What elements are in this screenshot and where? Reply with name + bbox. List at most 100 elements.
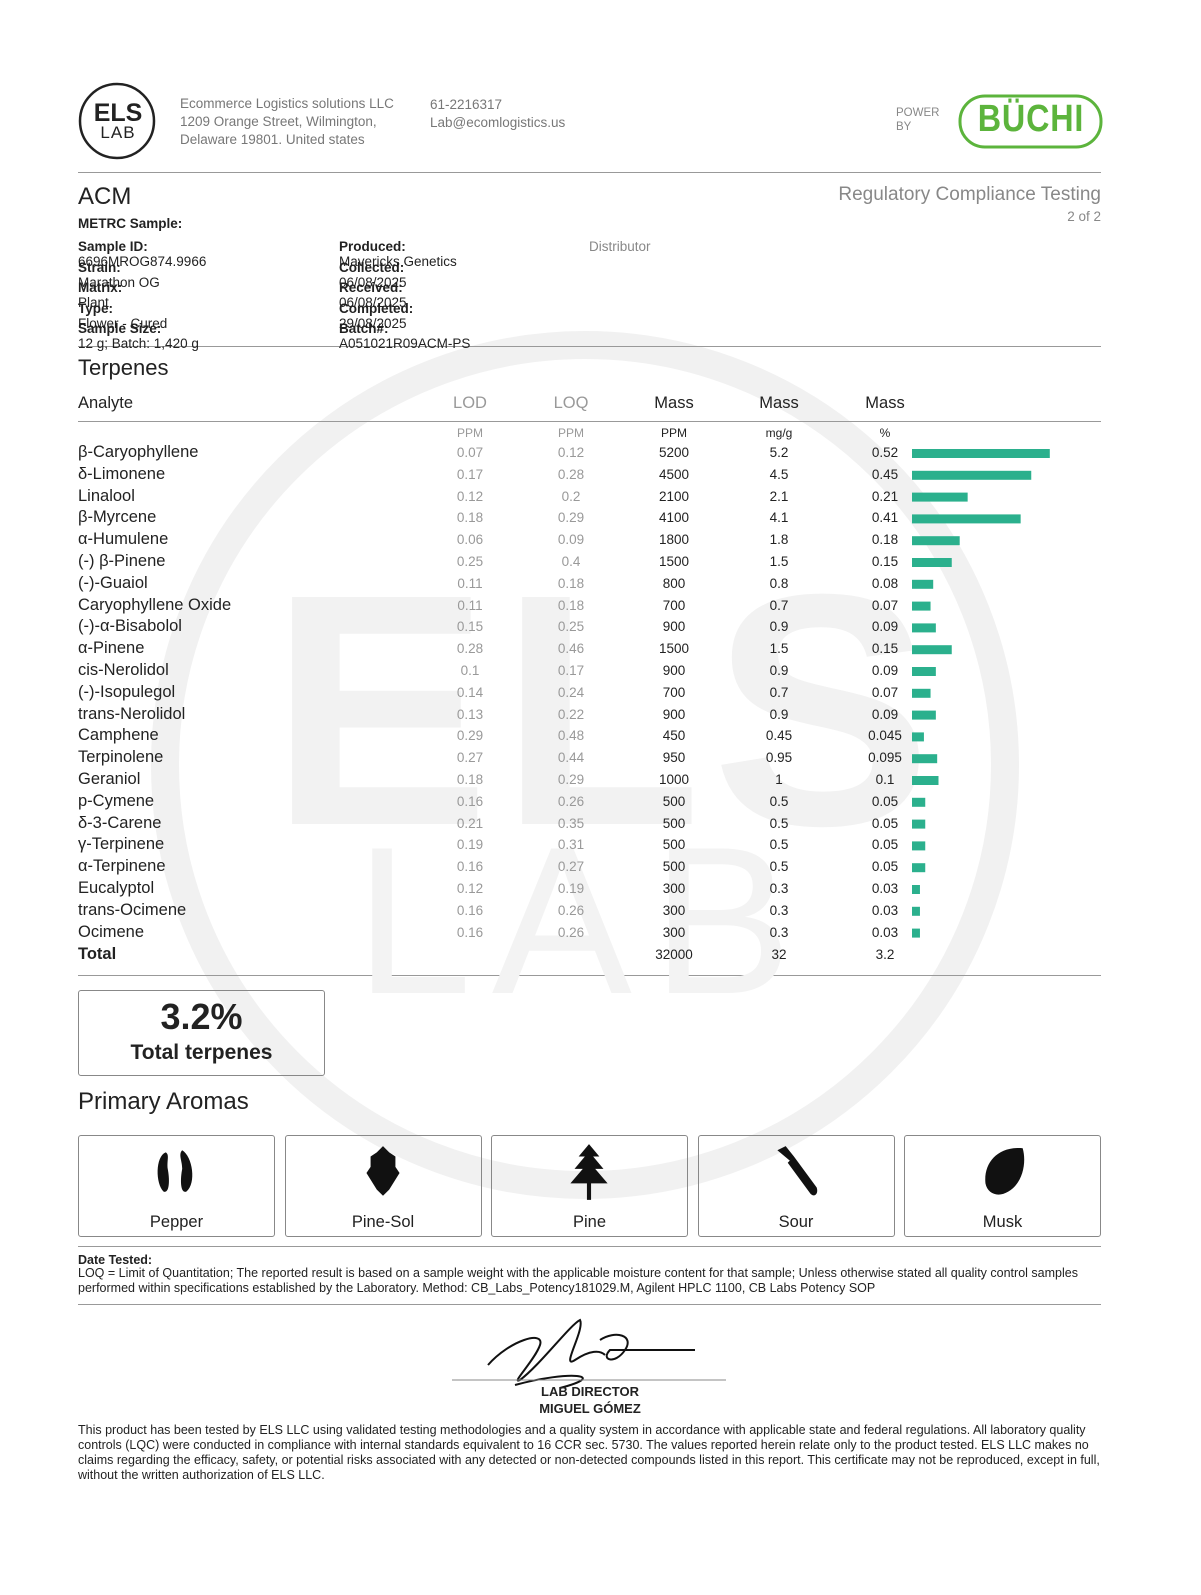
cell: 0.03 — [871, 924, 899, 940]
cell: 0.22 — [557, 706, 585, 722]
signature — [452, 1318, 726, 1389]
analyte: δ-3-Carene — [78, 813, 162, 832]
divider — [78, 1304, 1101, 1305]
analyte: (-)-Guaiol — [78, 573, 148, 592]
cell: 950 — [662, 750, 686, 766]
field-label: Sample ID: — [78, 239, 148, 254]
cell: 0.29 — [557, 510, 585, 526]
total-cell: 32000 — [655, 947, 693, 962]
unit-label: PPM — [660, 426, 687, 440]
sample-field: Completed: 29/08/2025 — [339, 301, 413, 331]
logo-text: LAB — [100, 123, 136, 142]
unit-label: mg/g — [765, 426, 793, 440]
bar — [912, 492, 968, 502]
section-title: Terpenes — [78, 355, 169, 380]
disclaimer: This product has been tested by ELS LLC … — [78, 1423, 1100, 1482]
watermark-circle — [151, 331, 1019, 1199]
bar — [912, 558, 952, 567]
cell: 0.45 — [765, 728, 793, 744]
analyte: p-Cymene — [78, 791, 155, 810]
cell: 0.3 — [769, 881, 789, 896]
cell: 300 — [662, 881, 686, 896]
company-line: 1209 Orange Street, Wilmington, — [180, 114, 377, 129]
cell: 0.18 — [456, 510, 484, 526]
aroma-label: Pepper — [149, 1213, 204, 1231]
cell: 0.19 — [456, 837, 484, 853]
cell: 0.13 — [456, 706, 484, 722]
aroma-icon — [157, 1150, 193, 1192]
sample-field: Type: Flower - Cured — [78, 301, 167, 331]
sample-field: Received: 06/08/2025 — [339, 280, 407, 310]
field-value: 06/08/2025 — [339, 295, 407, 310]
field-label: Strain: — [78, 259, 121, 275]
bar — [912, 928, 920, 938]
aroma-card — [284, 1135, 482, 1237]
cell: 0.8 — [769, 575, 789, 591]
cell: 0.26 — [557, 924, 585, 940]
cell: 0.9 — [769, 706, 789, 722]
field-value: 12 g; Batch: 1,420 g — [78, 336, 199, 351]
column-header: LOQ — [553, 394, 589, 412]
cell: 0.18 — [456, 772, 484, 787]
cell: 0.045 — [868, 728, 902, 744]
logo-text: ELS — [93, 99, 143, 127]
page-number: 2 of 2 — [1067, 209, 1101, 224]
field-label: Completed: — [339, 300, 414, 316]
cell: 0.9 — [769, 619, 789, 635]
field-value: Plant — [78, 295, 109, 310]
aroma-icon — [570, 1144, 608, 1200]
brand: BÜCHI — [977, 98, 1085, 140]
cell: 4500 — [658, 466, 690, 482]
bar — [912, 449, 1050, 458]
bar — [912, 819, 926, 829]
cell: 0.07 — [456, 445, 484, 460]
bar — [912, 885, 920, 894]
cell: 5.2 — [769, 445, 789, 460]
field-label: Received: — [339, 280, 403, 295]
cell: 0.05 — [871, 815, 899, 831]
sample-field: Batch#: A051021R09ACM-PS — [339, 321, 470, 351]
cell: 0.09 — [871, 706, 899, 722]
cell: 500 — [662, 837, 686, 853]
analyte: δ-Limonene — [78, 464, 166, 483]
aroma-card — [78, 1135, 275, 1237]
field-value: Flower - Cured — [78, 315, 168, 331]
analyte: α-Terpinene — [78, 857, 166, 876]
cell: 0.95 — [765, 750, 793, 766]
column-header: Analyte — [78, 394, 134, 412]
section-title: Primary Aromas — [78, 1088, 249, 1115]
cell: 0.09 — [871, 619, 899, 635]
analyte: trans-Nerolidol — [78, 704, 186, 723]
cell: 0.28 — [557, 466, 585, 482]
unit-label: PPM — [557, 426, 584, 440]
bar — [912, 514, 1021, 524]
cell: 0.19 — [557, 881, 585, 896]
field-value: A051021R09ACM-PS — [339, 336, 471, 351]
sample-field: Collected: 06/08/2025 — [339, 260, 407, 290]
cell: 0.45 — [871, 466, 899, 482]
aroma-label: Musk — [982, 1213, 1023, 1231]
cell: 0.28 — [456, 641, 484, 657]
analyte: Linalool — [78, 486, 135, 505]
divider — [78, 1246, 1101, 1247]
field-label: Collected: — [339, 259, 405, 275]
cell: 0.5 — [769, 815, 789, 831]
bar-chart — [912, 449, 1050, 938]
cell: 0.16 — [456, 902, 484, 918]
total-cell: 32 — [771, 947, 787, 962]
cell: 0.05 — [871, 837, 899, 853]
bar — [912, 645, 952, 655]
cell: 0.07 — [871, 597, 899, 613]
cell: 700 — [662, 597, 686, 613]
unit-label: % — [879, 426, 891, 440]
cell: 0.15 — [456, 619, 484, 635]
cell: 1500 — [658, 554, 690, 569]
cell: 0.29 — [456, 728, 484, 744]
cell: 0.2 — [561, 488, 581, 504]
cell: 4.1 — [769, 510, 789, 526]
bar — [912, 470, 1032, 480]
field-value: Mavericks Genetics — [339, 254, 457, 269]
company-line: Delaware 19801. United states — [180, 132, 365, 147]
cell: 0.52 — [871, 445, 899, 460]
analyte: Ocimene — [78, 922, 145, 941]
